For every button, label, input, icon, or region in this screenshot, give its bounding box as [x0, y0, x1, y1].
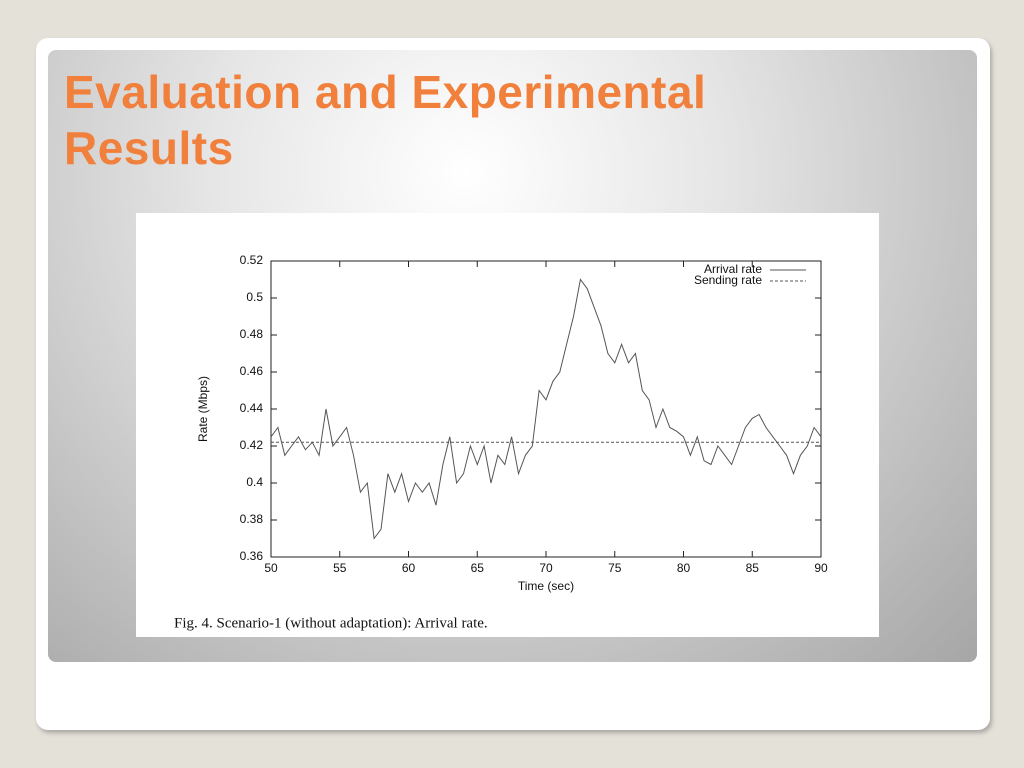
x-tick-label: 90	[814, 561, 828, 575]
caption: Fig. 4. Scenario-1 (without adaptation):…	[174, 615, 488, 631]
y-tick-label: 0.44	[240, 401, 264, 415]
x-tick-label: 60	[402, 561, 416, 575]
x-axis-label: Time (sec)	[518, 579, 574, 593]
x-tick-label: 50	[264, 561, 278, 575]
y-axis-label: Rate (Mbps)	[196, 376, 210, 442]
legend-label: Arrival rate	[704, 262, 762, 276]
y-tick-label: 0.42	[240, 438, 264, 452]
plot-frame	[270, 260, 822, 558]
x-tick-label: 70	[539, 561, 553, 575]
series-line	[270, 278, 822, 540]
x-tick-label: 55	[333, 561, 347, 575]
y-tick-label: 0.36	[240, 549, 264, 563]
legend-label: Sending rate	[694, 273, 762, 287]
x-tick-label: 80	[677, 561, 691, 575]
figure	[136, 213, 879, 637]
y-tick-label: 0.4	[246, 475, 263, 489]
slide-title: Evaluation and Experimental Results	[64, 66, 707, 174]
y-tick-label: 0.52	[240, 253, 264, 267]
x-tick-label: 75	[608, 561, 622, 575]
y-tick-label: 0.48	[240, 327, 264, 341]
x-tick-label: 85	[746, 561, 760, 575]
y-tick-label: 0.5	[246, 290, 263, 304]
y-tick-label: 0.46	[240, 364, 264, 378]
y-tick-label: 0.38	[240, 512, 264, 526]
x-tick-label: 65	[471, 561, 485, 575]
